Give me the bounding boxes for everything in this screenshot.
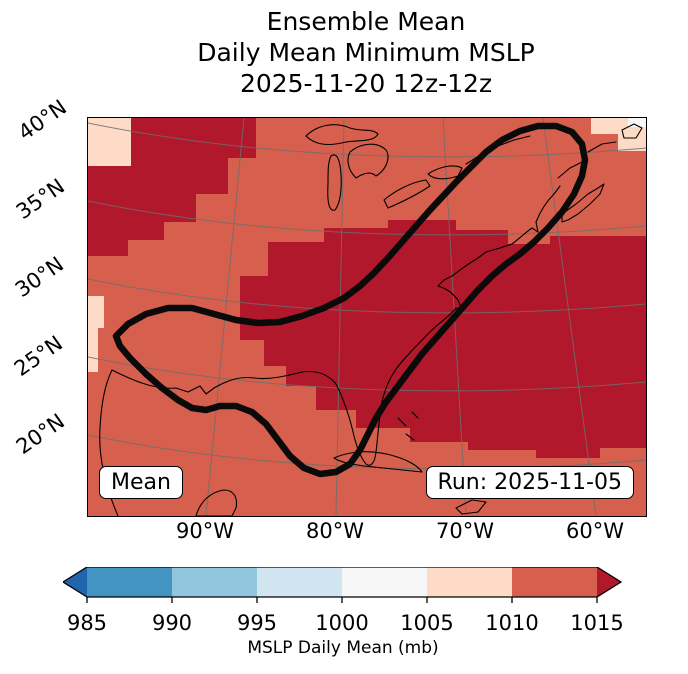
gridline-lat-40n xyxy=(88,122,646,158)
colorbar-tick-995: 995 xyxy=(236,611,278,635)
lon-tick-label-70w: 70°W xyxy=(436,519,494,543)
colorbar-over-arrow xyxy=(597,567,621,597)
colorbar-tick-985: 985 xyxy=(66,611,108,635)
gridline-lat-20n xyxy=(88,434,646,470)
graticule xyxy=(88,118,646,516)
mslp-fill-high-northwest xyxy=(88,118,256,256)
colorbar-canvas xyxy=(61,566,623,603)
lake-superior xyxy=(305,124,379,146)
yucatan-coast xyxy=(195,489,238,516)
gulf-st-lawrence-coast xyxy=(587,141,617,153)
mslp-fill-high-central xyxy=(240,220,646,458)
new-brunswick-coast xyxy=(557,161,583,179)
colorbar-segment-985-990 xyxy=(87,567,172,597)
colorbar-axis-label: MSLP Daily Mean (mb) xyxy=(247,638,439,658)
lon-tick-label-90w: 90°W xyxy=(176,519,234,543)
nova-scotia-coast xyxy=(561,183,605,223)
lat-tick-label-40n: 40°N xyxy=(13,94,72,146)
map-canvas xyxy=(88,118,646,516)
lat-tick-label-20n: 20°N xyxy=(11,408,70,460)
lon-tick-label-80w: 80°W xyxy=(306,519,364,543)
lat-tick-label-35n: 35°N xyxy=(11,173,70,225)
lake-erie xyxy=(383,179,431,209)
colorbar-tick-990: 990 xyxy=(151,611,193,635)
mean-label-box: Mean xyxy=(99,466,183,499)
mean-mslp-contour xyxy=(112,122,589,478)
page-title: Ensemble Mean xyxy=(266,7,466,36)
lake-ontario xyxy=(427,165,463,180)
lat-tick-label-30n: 30°N xyxy=(10,251,69,303)
gridline-lon-80w xyxy=(335,118,345,516)
title-block: Ensemble Mean Daily Mean Minimum MSLP 20… xyxy=(87,6,645,99)
mslp-fill-pale-west-edge xyxy=(88,296,104,372)
run-label-box: Run: 2025-11-05 xyxy=(425,466,634,499)
colorbar-segment-995-1000 xyxy=(257,567,342,597)
map-plot xyxy=(87,117,647,517)
colorbar-segment-1010-1015 xyxy=(512,567,597,597)
colorbar-tick-1015: 1015 xyxy=(570,611,624,635)
colorbar-segment-1000-1005 xyxy=(342,567,427,597)
lake-huron xyxy=(347,143,389,179)
page-subtitle: Daily Mean Minimum MSLP xyxy=(197,38,535,67)
gridline-lat-25n xyxy=(88,356,646,392)
colorbar-tick-1000: 1000 xyxy=(315,611,369,635)
gridline-lat-30n xyxy=(88,278,646,314)
mslp-fill-pale-nw-corner xyxy=(88,118,131,166)
lon-tick-label-60w: 60°W xyxy=(566,519,624,543)
mslp-fill-white-ne-sliver xyxy=(628,118,646,127)
colorbar-tick-1005: 1005 xyxy=(400,611,454,635)
newfoundland-coast xyxy=(621,123,643,139)
gridline-lon-60w xyxy=(542,118,597,516)
colorbar-tick-1010: 1010 xyxy=(485,611,539,635)
colorbar: 985 990 995 1000 1005 1010 1015 MSLP Dai… xyxy=(61,566,624,658)
colorbar-segment-990-995 xyxy=(172,567,257,597)
bahamas-islands xyxy=(397,411,419,441)
colorbar-tick-labels: 985 990 995 1000 1005 1010 1015 xyxy=(63,608,624,635)
colorbar-under-arrow xyxy=(63,567,87,597)
lake-michigan xyxy=(327,154,342,211)
colorbar-tick-marks xyxy=(86,597,598,603)
valid-time-title: 2025-11-20 12z-12z xyxy=(239,69,493,98)
coastline-gulf-atlantic xyxy=(99,185,561,516)
gridline-lat-35n xyxy=(88,200,646,236)
colorbar-segment-1005-1010 xyxy=(427,567,512,597)
hispaniola-coast xyxy=(455,499,487,515)
lat-tick-label-25n: 25°N xyxy=(9,330,68,382)
